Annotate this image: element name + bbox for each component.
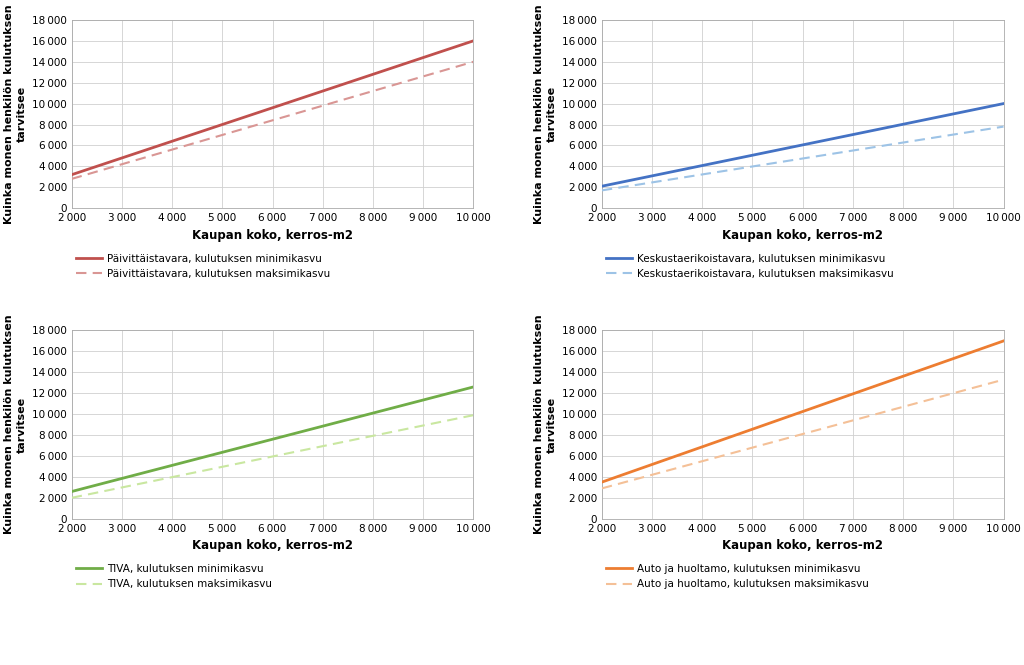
Y-axis label: Kuinka monen henkilön kulutuksen
tarvitsee: Kuinka monen henkilön kulutuksen tarvits… (4, 315, 27, 535)
X-axis label: Kaupan koko, kerros-m2: Kaupan koko, kerros-m2 (722, 229, 883, 241)
Legend: Auto ja huoltamo, kulutuksen minimikasvu, Auto ja huoltamo, kulutuksen maksimika: Auto ja huoltamo, kulutuksen minimikasvu… (602, 560, 873, 594)
Legend: Keskustaerikoistavara, kulutuksen minimikasvu, Keskustaerikoistavara, kulutuksen: Keskustaerikoistavara, kulutuksen minimi… (602, 249, 898, 283)
Legend: Päivittäistavara, kulutuksen minimikasvu, Päivittäistavara, kulutuksen maksimika: Päivittäistavara, kulutuksen minimikasvu… (72, 249, 335, 283)
X-axis label: Kaupan koko, kerros-m2: Kaupan koko, kerros-m2 (193, 229, 353, 241)
Y-axis label: Kuinka monen henkilön kulutuksen
tarvitsee: Kuinka monen henkilön kulutuksen tarvits… (535, 4, 557, 224)
Y-axis label: Kuinka monen henkilön kulutuksen
tarvitsee: Kuinka monen henkilön kulutuksen tarvits… (4, 4, 27, 224)
Y-axis label: Kuinka monen henkilön kulutuksen
tarvitsee: Kuinka monen henkilön kulutuksen tarvits… (535, 315, 557, 535)
X-axis label: Kaupan koko, kerros-m2: Kaupan koko, kerros-m2 (193, 539, 353, 552)
X-axis label: Kaupan koko, kerros-m2: Kaupan koko, kerros-m2 (722, 539, 883, 552)
Legend: TIVA, kulutuksen minimikasvu, TIVA, kulutuksen maksimikasvu: TIVA, kulutuksen minimikasvu, TIVA, kulu… (72, 560, 276, 594)
